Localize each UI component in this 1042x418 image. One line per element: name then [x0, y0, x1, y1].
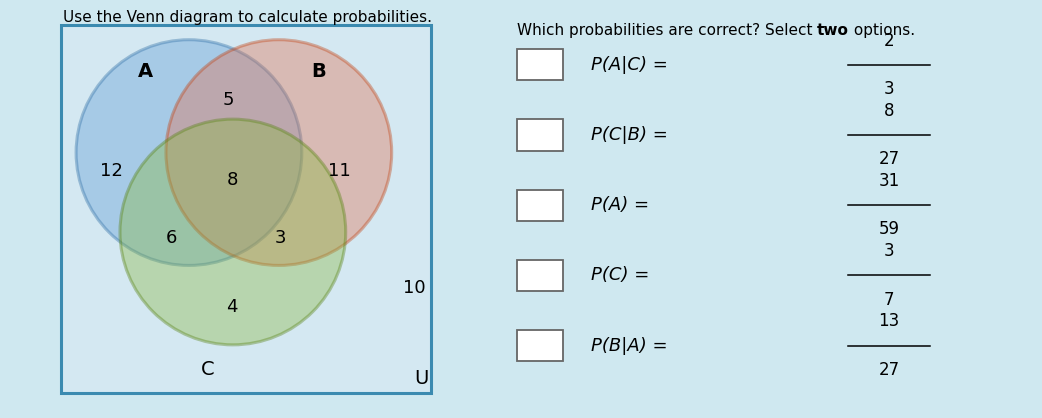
Text: 11: 11 [328, 162, 351, 181]
Text: A: A [138, 61, 152, 81]
FancyBboxPatch shape [517, 120, 564, 151]
Circle shape [76, 40, 302, 265]
Text: U: U [414, 369, 428, 388]
Text: 3: 3 [884, 80, 894, 98]
Text: 31: 31 [878, 172, 899, 190]
FancyBboxPatch shape [517, 49, 564, 80]
Text: 6: 6 [166, 229, 177, 247]
Text: 12: 12 [100, 162, 123, 181]
Text: 59: 59 [878, 220, 899, 239]
Text: P(A|C) =: P(A|C) = [591, 56, 668, 74]
Text: P(C|B) =: P(C|B) = [591, 126, 668, 144]
Text: Use the Venn diagram to calculate probabilities.: Use the Venn diagram to calculate probab… [63, 10, 432, 25]
Text: 5: 5 [223, 91, 234, 110]
FancyBboxPatch shape [517, 330, 564, 361]
Text: P(B|A) =: P(B|A) = [591, 336, 667, 355]
Text: 3: 3 [275, 229, 287, 247]
Text: 7: 7 [884, 291, 894, 309]
Text: 8: 8 [884, 102, 894, 120]
Text: C: C [201, 360, 215, 380]
FancyBboxPatch shape [517, 190, 564, 221]
Text: options.: options. [849, 23, 915, 38]
Text: P(A) =: P(A) = [591, 196, 649, 214]
Text: 8: 8 [226, 171, 238, 189]
Text: 4: 4 [226, 298, 238, 316]
Circle shape [166, 40, 392, 265]
Text: two: two [817, 23, 849, 38]
Text: Which probabilities are correct? Select: Which probabilities are correct? Select [517, 23, 817, 38]
Text: 10: 10 [403, 279, 426, 298]
FancyBboxPatch shape [517, 260, 564, 291]
Text: 13: 13 [878, 312, 899, 331]
FancyBboxPatch shape [61, 25, 431, 393]
Text: P(C) =: P(C) = [591, 266, 649, 285]
Text: 27: 27 [878, 150, 899, 168]
Text: B: B [312, 61, 326, 81]
Text: 2: 2 [884, 31, 894, 50]
Text: 3: 3 [884, 242, 894, 260]
Circle shape [120, 119, 346, 345]
Text: 27: 27 [878, 361, 899, 379]
